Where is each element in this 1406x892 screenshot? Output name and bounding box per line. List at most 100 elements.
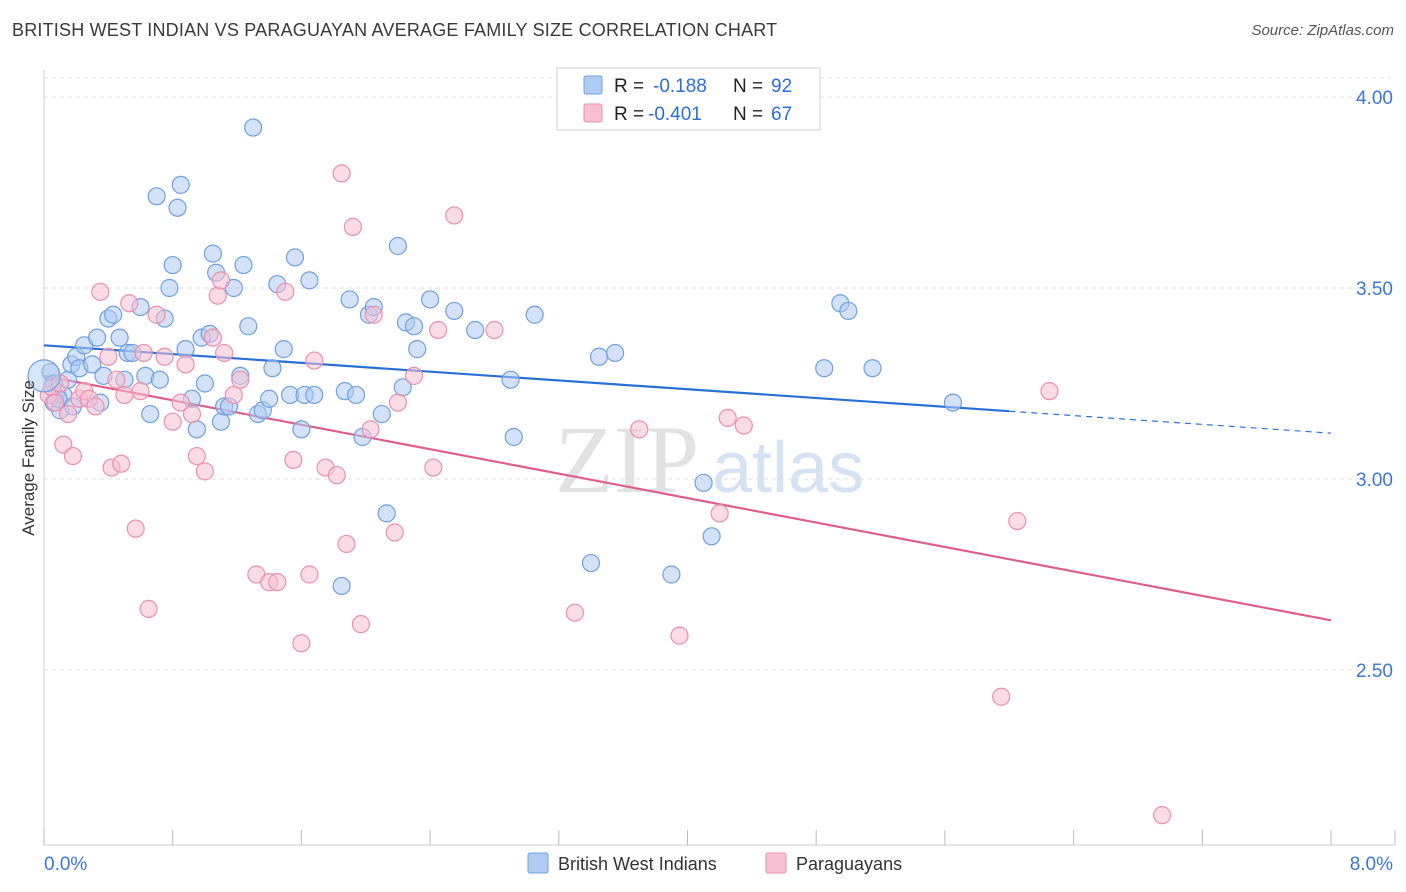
point-bwi — [466, 320, 485, 340]
point-bwi — [176, 340, 195, 359]
point-paraguayan — [131, 382, 150, 401]
point-paraguayan — [1152, 806, 1172, 825]
point-bwi — [702, 527, 721, 546]
y-tick-label: 3.00 — [1356, 470, 1393, 491]
point-paraguayan — [91, 282, 110, 301]
legend-top: R = -0.188 N = 92 R = -0.401 N = 67 — [556, 67, 821, 131]
point-paraguayan — [187, 446, 206, 466]
point-paraguayan — [147, 305, 166, 324]
point-bwi — [141, 404, 160, 424]
point-bwi — [244, 118, 263, 137]
point-bwi — [504, 427, 523, 447]
point-bwi — [234, 255, 253, 275]
point-paraguayan — [276, 282, 295, 301]
point-bwi — [943, 393, 963, 412]
point-bwi — [171, 175, 190, 194]
legend-bottom-label-pink[interactable]: Paraguayans — [796, 854, 902, 874]
point-bwi — [388, 236, 408, 256]
point-paraguayan — [284, 450, 303, 469]
point-paraguayan — [195, 462, 214, 481]
point-paraguayan — [300, 565, 319, 584]
point-bwi — [332, 576, 351, 596]
scatter-points — [27, 118, 1172, 825]
point-bwi — [163, 255, 182, 275]
legend-bottom: British West Indians Paraguayans — [527, 852, 902, 874]
point-bwi — [340, 290, 359, 309]
point-paraguayan — [404, 366, 424, 385]
point-bwi — [87, 328, 107, 347]
point-paraguayan — [134, 343, 153, 363]
point-bwi — [606, 343, 625, 363]
point-paraguayan — [112, 454, 131, 473]
point-paraguayan — [305, 351, 324, 370]
legend-r-label: R = — [614, 104, 644, 125]
point-paraguayan — [182, 404, 202, 424]
point-paraguayan — [992, 687, 1011, 706]
point-bwi — [285, 248, 305, 267]
point-bwi — [662, 565, 681, 584]
point-paraguayan — [107, 370, 126, 389]
y-tick-label: 2.50 — [1356, 661, 1393, 682]
axes: 2.50 3.00 3.50 4.00 0.0% 8.0% — [43, 70, 1396, 875]
point-bwi — [83, 355, 102, 374]
point-paraguayan — [388, 393, 408, 412]
point-paraguayan — [332, 164, 351, 183]
legend-n-label: N = — [733, 104, 763, 125]
point-bwi — [863, 359, 882, 378]
point-paraguayan — [211, 271, 231, 290]
legend-r-label: R = — [614, 76, 644, 97]
point-paraguayan — [1040, 382, 1059, 401]
point-paraguayan — [171, 393, 190, 412]
source-credit[interactable]: Source: ZipAtlas.com — [1251, 22, 1394, 39]
point-bwi — [372, 404, 391, 424]
point-paraguayan — [445, 206, 464, 225]
point-paraguayan — [268, 573, 287, 592]
x-tick-label-min: 0.0% — [44, 854, 87, 875]
point-paraguayan — [351, 615, 371, 634]
point-paraguayan — [734, 416, 753, 435]
point-paraguayan — [59, 404, 78, 424]
point-paraguayan — [718, 408, 737, 427]
legend-n-value: 92 — [771, 76, 792, 97]
point-paraguayan — [231, 370, 250, 389]
point-paraguayan — [126, 519, 145, 538]
trendline-bwi-projection — [1009, 410, 1332, 434]
trendline-bwi — [43, 344, 1010, 413]
point-bwi — [300, 271, 319, 290]
point-bwi — [445, 301, 464, 321]
legend-bottom-label-blue[interactable]: British West Indians — [558, 854, 717, 874]
watermark-atlas: atlas — [712, 428, 864, 508]
point-paraguayan — [670, 626, 689, 645]
point-bwi — [239, 317, 258, 336]
point-paraguayan — [361, 420, 380, 439]
point-bwi — [104, 305, 123, 324]
point-paraguayan — [364, 305, 383, 324]
point-bwi — [211, 412, 231, 431]
point-bwi — [501, 370, 520, 389]
point-paraguayan — [224, 385, 243, 405]
point-paraguayan — [1008, 511, 1027, 531]
point-paraguayan — [155, 347, 174, 366]
legend-bottom-swatch-pink[interactable] — [765, 852, 787, 874]
point-paraguayan — [139, 599, 158, 618]
point-bwi — [150, 370, 169, 389]
point-bwi — [377, 504, 396, 523]
point-bwi — [581, 553, 601, 573]
point-bwi — [168, 198, 187, 217]
point-paraguayan — [63, 446, 83, 466]
point-bwi — [260, 389, 279, 408]
point-bwi — [404, 317, 424, 336]
point-paraguayan — [565, 603, 584, 622]
legend-bottom-swatch-blue[interactable] — [527, 852, 549, 874]
point-bwi — [589, 347, 609, 366]
legend-swatch-blue — [583, 75, 603, 95]
y-tick-label: 3.50 — [1356, 279, 1393, 300]
point-paraguayan — [46, 393, 65, 412]
point-paraguayan — [343, 217, 362, 236]
y-tick-label: 4.00 — [1356, 88, 1393, 109]
y-axis-label: Average Family Size — [19, 380, 38, 536]
point-bwi — [187, 420, 206, 439]
point-paraguayan — [163, 412, 182, 431]
point-paraguayan — [485, 320, 504, 340]
